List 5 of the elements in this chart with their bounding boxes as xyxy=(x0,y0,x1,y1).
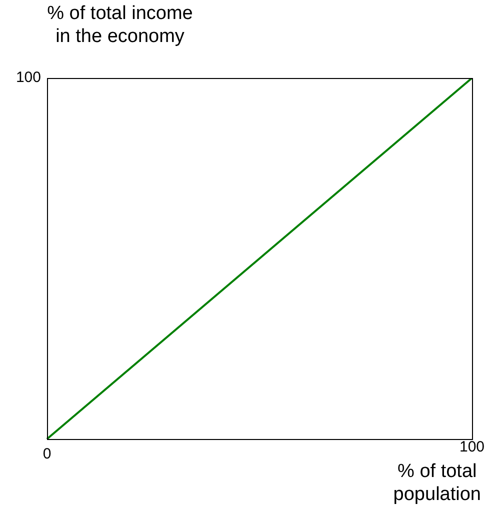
text: 0 xyxy=(42,446,52,463)
y-axis-title: % of total income in the economy xyxy=(46,2,194,48)
x-axis-title: % of total population xyxy=(393,460,481,506)
annotation: 100 xyxy=(459,438,485,456)
annotation: 100 xyxy=(16,69,41,86)
